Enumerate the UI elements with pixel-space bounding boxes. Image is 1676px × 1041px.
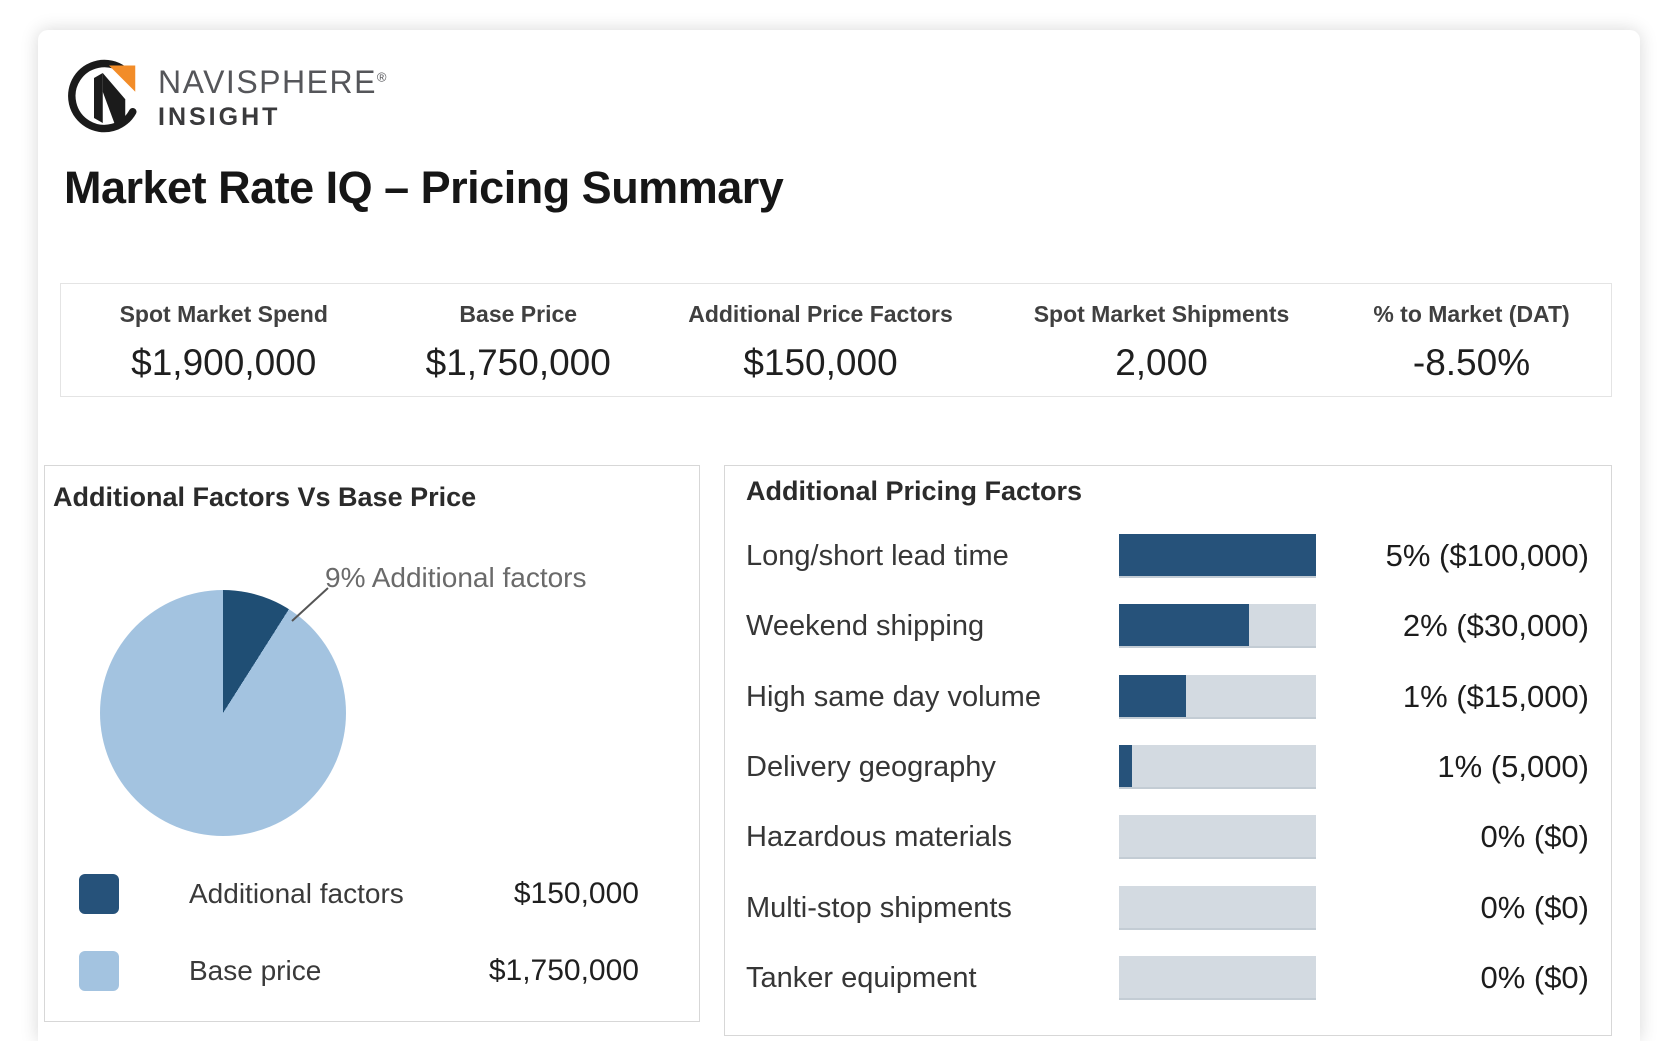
bar-track <box>1119 604 1316 648</box>
bar-label: Hazardous materials <box>746 821 1012 853</box>
bar-row-high-same-day-volume: High same day volume 1% ($15,000) <box>725 675 1613 719</box>
bars-panel-title: Additional Pricing Factors <box>746 476 1083 506</box>
kpi-spot-market-spend: Spot Market Spend $1,900,000 <box>61 297 387 384</box>
kpi-label: Spot Market Spend <box>119 300 328 327</box>
bar-label: Weekend shipping <box>746 610 985 642</box>
legend-swatch-dark <box>79 874 119 914</box>
bar-value: 1% ($15,000) <box>1402 679 1589 714</box>
bar-value: 2% ($30,000) <box>1402 608 1589 643</box>
legend-value: $150,000 <box>513 877 639 910</box>
legend-label: Additional factors <box>189 878 404 909</box>
kpi-label: % to Market (DAT) <box>1373 300 1570 327</box>
kpi-strip: Spot Market Spend $1,900,000 Base Price … <box>60 283 1612 397</box>
bar-fill <box>1119 675 1186 717</box>
bar-row-hazardous-materials: Hazardous materials 0% ($0) <box>725 815 1613 859</box>
bar-label: High same day volume <box>746 681 1041 713</box>
bar-row-multi-stop-shipments: Multi-stop shipments 0% ($0) <box>725 886 1613 930</box>
bar-label: Multi-stop shipments <box>746 892 1012 924</box>
kpi-additional-price-factors: Additional Price Factors $150,000 <box>650 297 991 384</box>
bar-track <box>1119 815 1316 859</box>
bar-track <box>1119 745 1316 789</box>
dashboard-card: NAVISPHERE® INSIGHT Market Rate IQ – Pri… <box>38 30 1640 1041</box>
bar-track <box>1119 675 1316 719</box>
bar-value: 0% ($0) <box>1480 890 1589 925</box>
kpi-label: Additional Price Factors <box>688 300 953 327</box>
bar-value: 5% ($100,000) <box>1385 538 1589 573</box>
kpi-label: Spot Market Shipments <box>1033 300 1290 327</box>
bar-label: Long/short lead time <box>746 540 1009 572</box>
bar-row-tanker-equipment: Tanker equipment 0% ($0) <box>725 956 1613 1000</box>
pie-chart <box>100 590 346 836</box>
kpi-value: 2,000 <box>1115 341 1208 383</box>
kpi-label: Base Price <box>459 300 578 327</box>
bar-track <box>1119 886 1316 930</box>
bar-row-long-short-lead-time: Long/short lead time 5% ($100,000) <box>725 534 1613 578</box>
legend-swatch-light <box>79 951 119 991</box>
bar-fill <box>1119 604 1250 646</box>
registered-mark: ® <box>376 69 388 85</box>
bar-value: 1% (5,000) <box>1437 749 1589 784</box>
navisphere-logo: NAVISPHERE® INSIGHT <box>64 58 388 138</box>
kpi-value: -8.50% <box>1412 341 1531 383</box>
kpi-value: $150,000 <box>743 341 898 383</box>
kpi-percent-to-market: % to Market (DAT) -8.50% <box>1332 297 1611 384</box>
kpi-spot-market-shipments: Spot Market Shipments 2,000 <box>991 297 1332 384</box>
bar-fill <box>1119 534 1316 576</box>
bar-track <box>1119 956 1316 1000</box>
kpi-value: $1,900,000 <box>131 341 317 383</box>
pie-panel-title: Additional Factors Vs Base Price <box>53 482 477 512</box>
bar-label: Delivery geography <box>746 751 996 783</box>
legend-item-base-price: Base price $1,750,000 <box>79 951 639 991</box>
pie-annotation: 9% Additional factors <box>325 562 587 593</box>
kpi-base-price: Base Price $1,750,000 <box>387 297 651 384</box>
bar-row-delivery-geography: Delivery geography 1% (5,000) <box>725 745 1613 789</box>
pie-panel: Additional Factors Vs Base Price 9% Addi… <box>44 465 700 1022</box>
bar-track <box>1119 534 1316 578</box>
bar-label: Tanker equipment <box>746 962 977 994</box>
bar-value: 0% ($0) <box>1480 819 1589 854</box>
page-title: Market Rate IQ – Pricing Summary <box>64 162 784 213</box>
bar-fill <box>1119 745 1132 787</box>
bar-row-weekend-shipping: Weekend shipping 2% ($30,000) <box>725 604 1613 648</box>
bar-value: 0% ($0) <box>1480 960 1589 995</box>
brand-name: NAVISPHERE® <box>158 64 388 100</box>
navisphere-logo-icon <box>68 59 137 133</box>
bars-panel: Additional Pricing Factors Long/short le… <box>724 465 1612 1036</box>
legend-item-additional-factors: Additional factors $150,000 <box>79 874 639 914</box>
kpi-value: $1,750,000 <box>425 341 611 383</box>
brand-subtitle: INSIGHT <box>158 103 281 131</box>
legend-value: $1,750,000 <box>488 954 639 987</box>
legend-label: Base price <box>189 955 322 986</box>
